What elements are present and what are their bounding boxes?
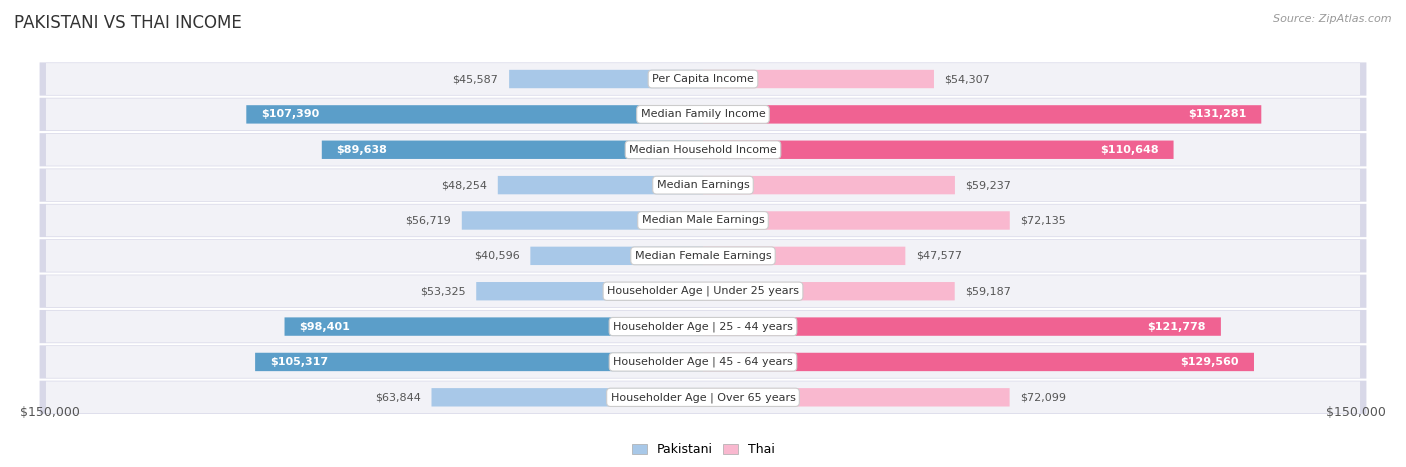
FancyBboxPatch shape [39, 63, 1367, 96]
Text: $59,187: $59,187 [966, 286, 1011, 296]
FancyBboxPatch shape [46, 169, 1360, 201]
Text: $54,307: $54,307 [945, 74, 990, 84]
Text: $48,254: $48,254 [441, 180, 486, 190]
Text: $150,000: $150,000 [1326, 406, 1385, 419]
Text: $72,099: $72,099 [1021, 392, 1066, 402]
FancyBboxPatch shape [39, 239, 1367, 272]
Text: $107,390: $107,390 [262, 109, 319, 120]
FancyBboxPatch shape [461, 211, 703, 230]
FancyBboxPatch shape [703, 318, 1220, 336]
Text: $89,638: $89,638 [336, 145, 388, 155]
Text: Householder Age | 45 - 64 years: Householder Age | 45 - 64 years [613, 357, 793, 367]
FancyBboxPatch shape [703, 211, 1010, 230]
FancyBboxPatch shape [39, 345, 1367, 379]
FancyBboxPatch shape [703, 70, 934, 88]
Text: Source: ZipAtlas.com: Source: ZipAtlas.com [1274, 14, 1392, 24]
Text: Householder Age | Under 25 years: Householder Age | Under 25 years [607, 286, 799, 297]
FancyBboxPatch shape [703, 176, 955, 194]
FancyBboxPatch shape [703, 388, 1010, 406]
FancyBboxPatch shape [254, 353, 703, 371]
FancyBboxPatch shape [46, 382, 1360, 413]
Text: $45,587: $45,587 [453, 74, 499, 84]
FancyBboxPatch shape [284, 318, 703, 336]
Text: $40,596: $40,596 [474, 251, 520, 261]
FancyBboxPatch shape [46, 134, 1360, 166]
FancyBboxPatch shape [39, 310, 1367, 343]
Text: Householder Age | 25 - 44 years: Householder Age | 25 - 44 years [613, 321, 793, 332]
FancyBboxPatch shape [509, 70, 703, 88]
Text: $47,577: $47,577 [915, 251, 962, 261]
Text: $72,135: $72,135 [1021, 215, 1066, 226]
FancyBboxPatch shape [477, 282, 703, 300]
FancyBboxPatch shape [46, 276, 1360, 307]
Text: $129,560: $129,560 [1181, 357, 1239, 367]
Text: $105,317: $105,317 [270, 357, 328, 367]
FancyBboxPatch shape [46, 240, 1360, 272]
Text: $98,401: $98,401 [299, 322, 350, 332]
FancyBboxPatch shape [39, 169, 1367, 202]
Text: $63,844: $63,844 [375, 392, 420, 402]
Text: PAKISTANI VS THAI INCOME: PAKISTANI VS THAI INCOME [14, 14, 242, 32]
Text: Median Household Income: Median Household Income [628, 145, 778, 155]
Text: $110,648: $110,648 [1099, 145, 1159, 155]
Text: Median Female Earnings: Median Female Earnings [634, 251, 772, 261]
FancyBboxPatch shape [46, 205, 1360, 236]
FancyBboxPatch shape [246, 105, 703, 124]
FancyBboxPatch shape [39, 381, 1367, 414]
FancyBboxPatch shape [498, 176, 703, 194]
Text: $131,281: $131,281 [1188, 109, 1246, 120]
Text: Per Capita Income: Per Capita Income [652, 74, 754, 84]
FancyBboxPatch shape [322, 141, 703, 159]
FancyBboxPatch shape [703, 105, 1261, 124]
FancyBboxPatch shape [39, 204, 1367, 237]
FancyBboxPatch shape [46, 99, 1360, 130]
FancyBboxPatch shape [703, 282, 955, 300]
FancyBboxPatch shape [46, 311, 1360, 342]
FancyBboxPatch shape [703, 141, 1174, 159]
Text: Householder Age | Over 65 years: Householder Age | Over 65 years [610, 392, 796, 403]
Text: Median Earnings: Median Earnings [657, 180, 749, 190]
Text: $56,719: $56,719 [405, 215, 451, 226]
FancyBboxPatch shape [39, 98, 1367, 131]
FancyBboxPatch shape [39, 133, 1367, 166]
Text: $53,325: $53,325 [420, 286, 465, 296]
Text: $59,237: $59,237 [966, 180, 1011, 190]
FancyBboxPatch shape [432, 388, 703, 406]
FancyBboxPatch shape [703, 247, 905, 265]
FancyBboxPatch shape [46, 63, 1360, 95]
Text: Median Male Earnings: Median Male Earnings [641, 215, 765, 226]
Text: $121,778: $121,778 [1147, 322, 1206, 332]
FancyBboxPatch shape [46, 346, 1360, 378]
FancyBboxPatch shape [530, 247, 703, 265]
Legend: Pakistani, Thai: Pakistani, Thai [627, 439, 779, 461]
Text: Median Family Income: Median Family Income [641, 109, 765, 120]
Text: $150,000: $150,000 [21, 406, 80, 419]
FancyBboxPatch shape [703, 353, 1254, 371]
FancyBboxPatch shape [39, 275, 1367, 308]
